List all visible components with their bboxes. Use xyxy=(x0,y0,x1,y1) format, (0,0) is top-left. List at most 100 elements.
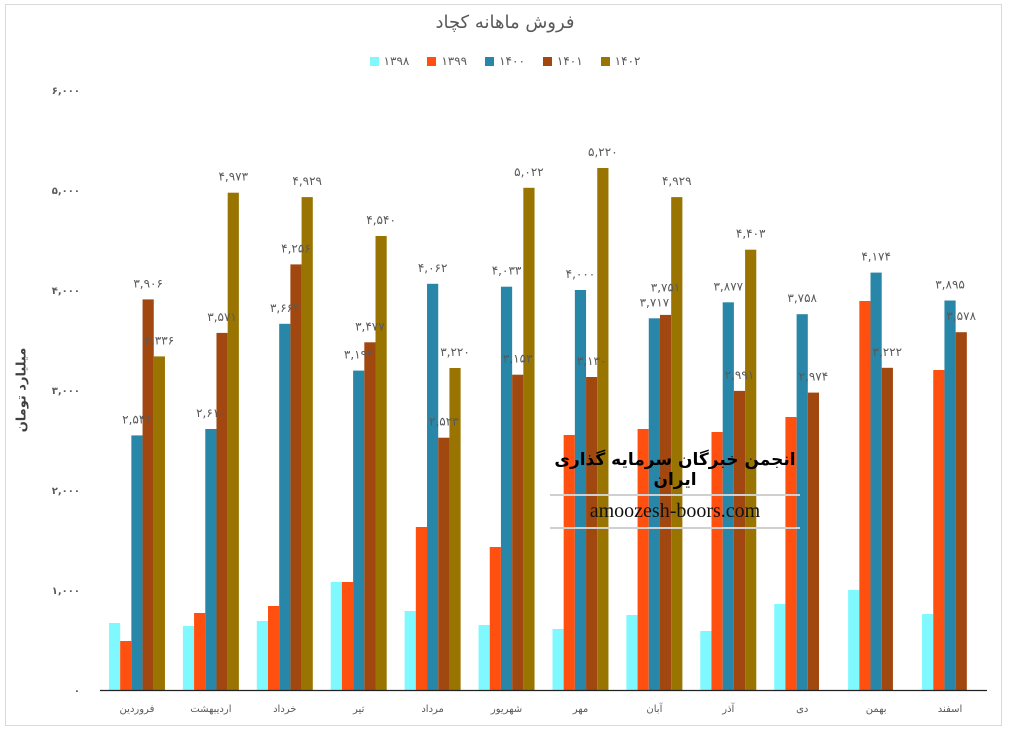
bar xyxy=(881,367,893,690)
bar xyxy=(489,547,501,690)
bar xyxy=(108,623,121,690)
legend-swatch xyxy=(542,56,552,66)
bar xyxy=(131,435,143,690)
bar xyxy=(205,429,217,690)
data-label: ۳,۶۶۲ xyxy=(270,301,300,315)
chart-title: فروش ماهانه کچاد xyxy=(435,12,575,33)
data-label: ۳,۱۵۳ xyxy=(503,352,533,366)
bar xyxy=(671,197,683,690)
bar xyxy=(290,264,302,690)
data-label: ۳,۲۲۲ xyxy=(873,345,903,359)
bar xyxy=(478,625,490,690)
data-label: ۲,۵۴۶ xyxy=(122,412,152,426)
bar xyxy=(597,168,609,690)
x-tick-label: آبان xyxy=(646,702,663,715)
data-label: ۲,۹۹۱ xyxy=(725,368,755,382)
data-label: ۲,۹۷۴ xyxy=(799,370,829,384)
bar xyxy=(415,527,428,690)
data-label: ۳,۱۳۰ xyxy=(577,354,607,368)
watermark: انجمن خبرگان سرمایه گذاری ایران amoozesh… xyxy=(550,450,800,533)
legend: ۱۳۹۸ ۱۳۹۹ ۱۴۰۰ ۱۴۰۱ ۱۴۰۲ xyxy=(0,54,1010,68)
bar xyxy=(933,370,945,690)
bar xyxy=(330,582,342,690)
bar xyxy=(807,392,820,690)
bar xyxy=(848,590,860,690)
data-label: ۳,۷۵۱ xyxy=(651,280,681,294)
bar xyxy=(659,314,672,690)
bar xyxy=(745,249,757,690)
data-label: ۳,۲۲۰ xyxy=(440,345,470,359)
y-tick-label: ۰ xyxy=(74,686,80,697)
bar xyxy=(353,370,365,690)
bar xyxy=(637,429,649,690)
legend-label: ۱۴۰۱ xyxy=(556,54,583,68)
bar xyxy=(279,323,291,690)
data-label: ۳,۹۰۶ xyxy=(133,276,163,290)
watermark-divider xyxy=(550,494,800,496)
x-tick-label: فروردین xyxy=(120,704,155,715)
bar xyxy=(944,300,956,690)
y-tick-label: ۵,۰۰۰ xyxy=(52,186,80,197)
data-label: ۳,۸۷۷ xyxy=(713,279,743,293)
data-label: ۴,۰۰۰ xyxy=(566,267,596,281)
bar xyxy=(563,435,575,690)
data-label: ۳,۵۷۸ xyxy=(946,309,976,323)
data-label: ۳,۳۳۶ xyxy=(145,333,175,347)
bar xyxy=(427,283,439,690)
bar xyxy=(552,629,564,690)
bar xyxy=(722,302,734,690)
bar xyxy=(267,606,280,690)
legend-item: ۱۳۹۸ xyxy=(369,54,410,68)
bar xyxy=(438,437,450,690)
data-label: ۲,۵۲۳ xyxy=(429,415,459,429)
bar xyxy=(574,290,587,690)
x-tick-label: اسفند xyxy=(938,704,962,715)
y-tick-label: ۳,۰۰۰ xyxy=(52,386,80,397)
legend-item: ۱۳۹۹ xyxy=(427,54,467,68)
bar xyxy=(227,192,239,690)
data-label: ۴,۰۳۳ xyxy=(492,264,522,278)
y-tick-label: ۴,۰۰۰ xyxy=(52,286,80,297)
data-label: ۵,۰۲۲ xyxy=(514,165,544,179)
data-label: ۲,۶۱۰ xyxy=(196,406,226,420)
y-tick-label: ۱,۰۰۰ xyxy=(52,586,80,597)
x-tick-label: مرداد xyxy=(421,704,444,715)
legend-swatch xyxy=(369,56,379,66)
bar xyxy=(523,187,535,691)
bar xyxy=(500,286,513,690)
legend-item: ۱۴۰۰ xyxy=(485,54,525,68)
bar xyxy=(626,615,638,690)
bar xyxy=(512,374,524,690)
bar xyxy=(785,417,797,690)
x-tick-label: اردیبهشت xyxy=(190,704,231,715)
x-tick-label: مهر xyxy=(572,704,588,715)
legend-label: ۱۳۹۸ xyxy=(383,54,410,68)
bar xyxy=(341,582,354,690)
data-label: ۳,۵۷۱ xyxy=(207,310,237,324)
watermark-title: انجمن خبرگان سرمایه گذاری ایران xyxy=(554,450,796,490)
bar xyxy=(404,611,416,690)
bar xyxy=(870,272,882,690)
bar xyxy=(733,390,746,690)
bar xyxy=(364,342,376,690)
x-tick-label: آذر xyxy=(721,702,735,715)
bar xyxy=(859,301,871,690)
x-tick-label: خرداد xyxy=(273,704,296,715)
x-tick-label: تیر xyxy=(352,704,365,715)
x-tick-label: دی xyxy=(796,704,808,715)
legend-swatch xyxy=(485,56,495,66)
data-label: ۳,۱۹۴ xyxy=(344,348,374,362)
y-tick-label: ۲,۰۰۰ xyxy=(52,486,80,497)
x-tick-label: بهمن xyxy=(866,704,887,715)
legend-label: ۱۴۰۰ xyxy=(499,54,525,68)
data-label: ۴,۱۷۴ xyxy=(861,250,891,264)
bar xyxy=(194,613,206,690)
bar xyxy=(216,332,228,690)
bar xyxy=(648,318,660,690)
chart-frame xyxy=(5,4,1002,726)
bar xyxy=(586,377,598,690)
data-label: ۳,۷۱۷ xyxy=(640,295,670,309)
bar xyxy=(774,604,786,690)
bar xyxy=(182,626,195,690)
